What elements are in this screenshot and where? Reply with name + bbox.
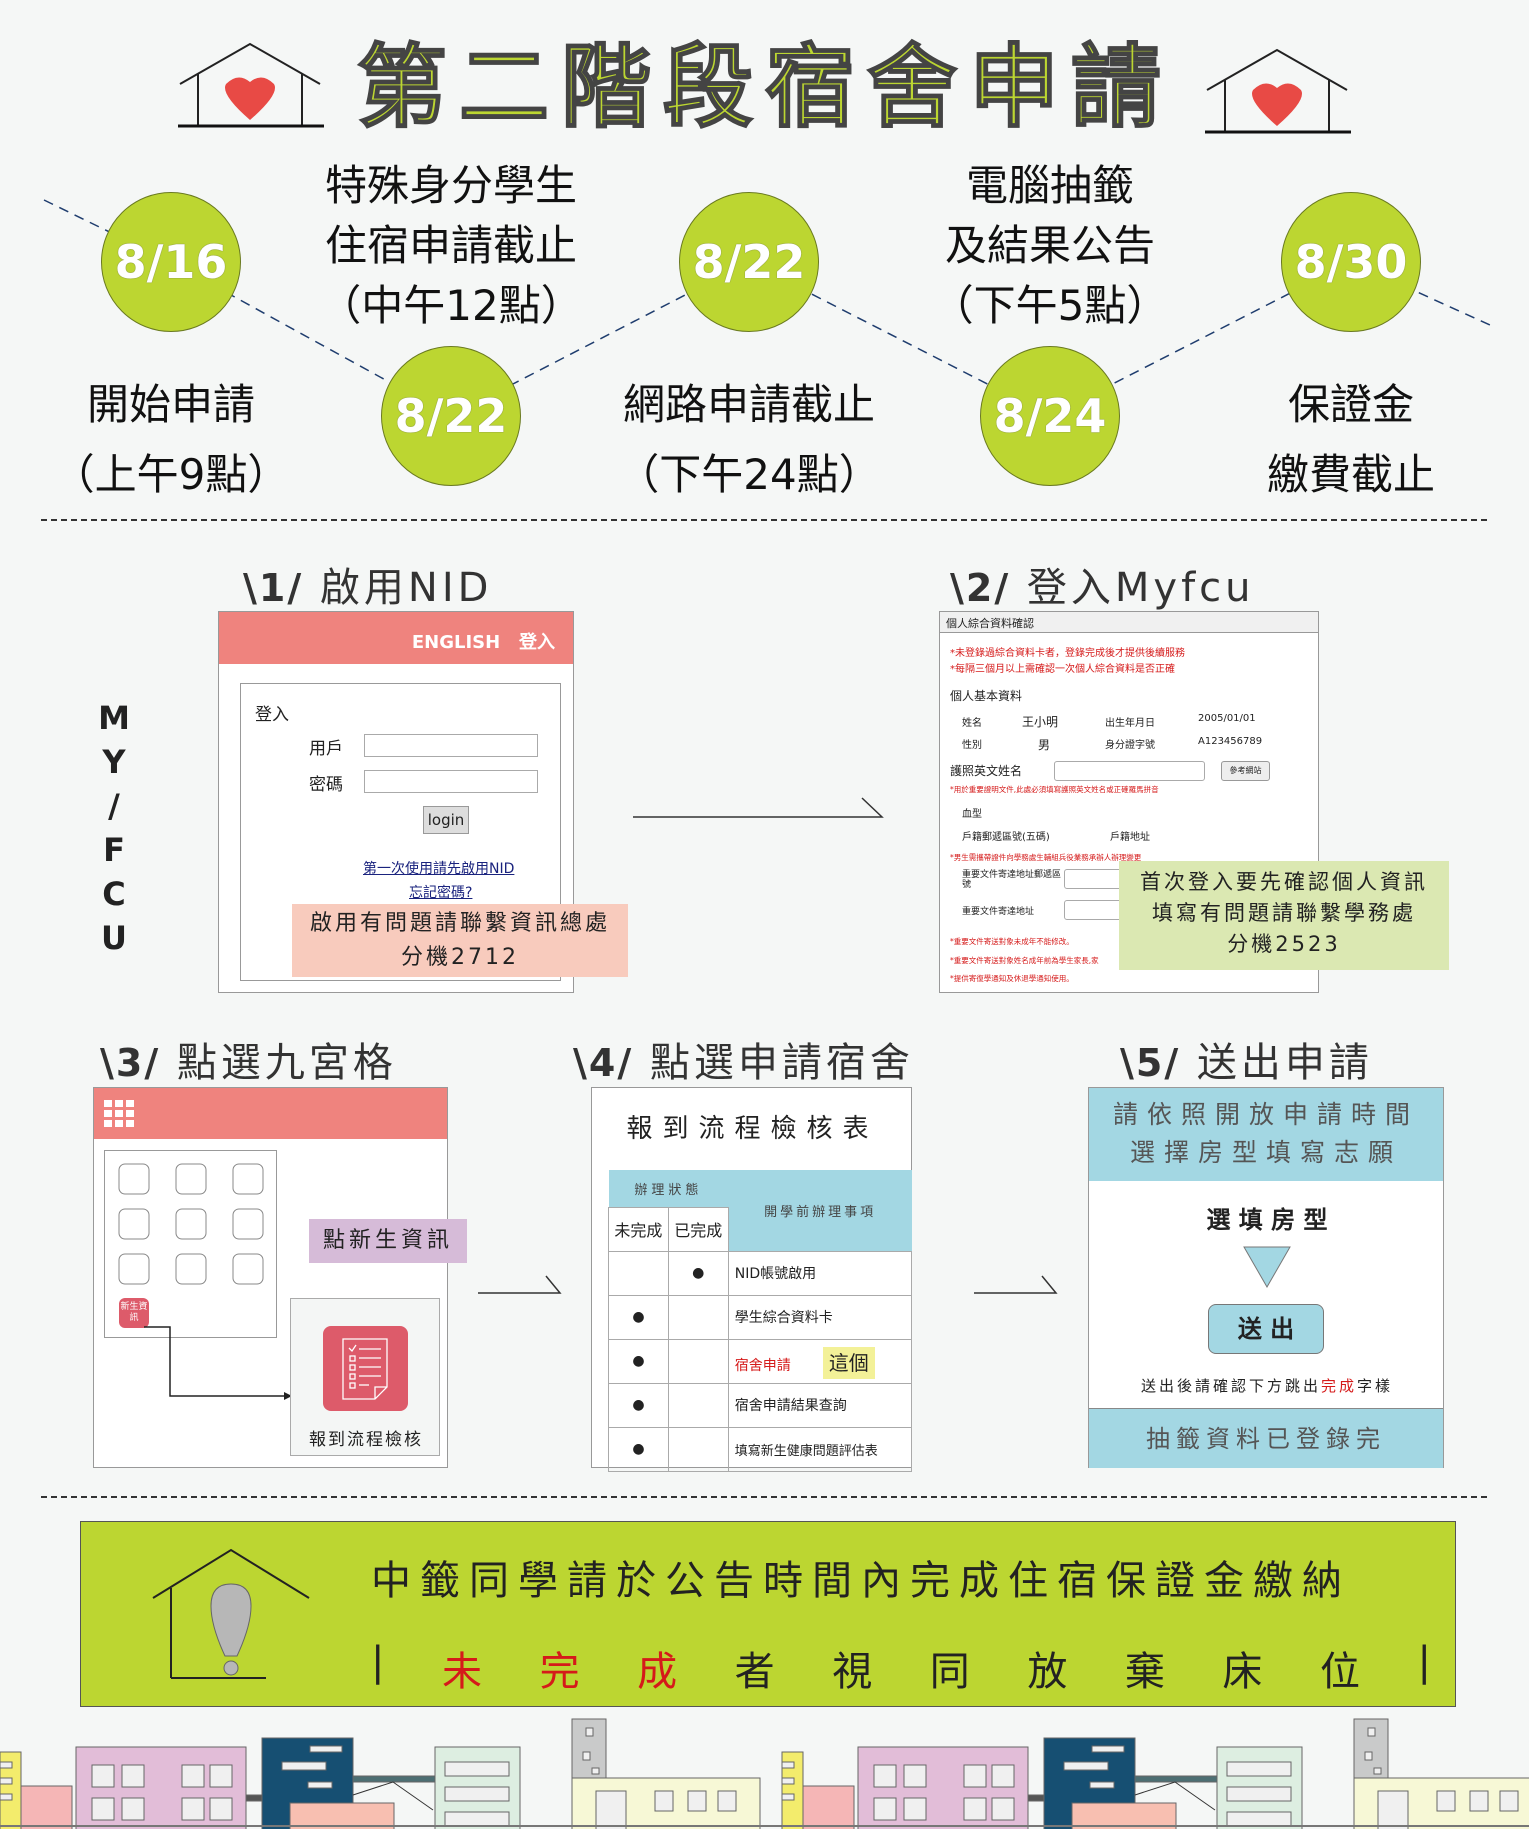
- divider: [41, 1496, 1487, 1498]
- table-row-dorm-application[interactable]: ● 宿舍申請 這個: [608, 1338, 913, 1384]
- timeline-label: 開始申請 （上午9點）: [52, 380, 290, 499]
- id-value: A123456789: [1198, 736, 1263, 747]
- notice-line1: 中籤同學請於公告時間內完成住宿保證金繳納: [371, 1558, 1351, 1604]
- table-row: ● NID帳號啟用: [608, 1250, 913, 1296]
- name-label: 姓名: [962, 718, 982, 729]
- id-label: 身分證字號: [1105, 740, 1155, 751]
- login-button[interactable]: login: [423, 806, 469, 834]
- table-row: ● 填寫新生健康問題評估表: [608, 1426, 913, 1472]
- checklist-icon: [323, 1326, 408, 1411]
- connector-arrow: [144, 1326, 292, 1400]
- divider: [41, 519, 1487, 521]
- checklist-label: 報到流程檢核: [309, 1430, 423, 1450]
- english-link[interactable]: ENGLISH: [411, 632, 501, 653]
- birth-label: 出生年月日: [1105, 718, 1155, 729]
- login-box-title: 登入: [255, 705, 289, 725]
- name-value: 王小明: [1022, 715, 1059, 729]
- deposit-notice-banner: 中籤同學請於公告時間內完成住宿保證金繳納 | 未完成者視同放棄床位 |: [80, 1521, 1456, 1707]
- step1-heading: \1/ 啟用NID: [243, 565, 493, 611]
- step4-heading: \4/ 點選申請宿舍: [573, 1040, 914, 1086]
- arrow-right-icon: [478, 1275, 562, 1294]
- step2-heading: \2/ 登入Myfcu: [950, 565, 1255, 611]
- first-use-link[interactable]: 第一次使用請先啟用NID: [363, 861, 515, 877]
- address-label: 戶籍地址: [1110, 832, 1150, 843]
- timeline-label: 電腦抽籤 及結果公告 （下午5點）: [931, 161, 1169, 330]
- todo-header: 未完成: [608, 1206, 669, 1252]
- completion-message: 抽籤資料已登錄完: [1089, 1408, 1443, 1468]
- instructions-banner: 請依照開放申請時間 選擇房型填寫志願: [1089, 1088, 1443, 1181]
- app-grid-slots: [118, 1163, 264, 1285]
- myfcu-help-callout: 首次登入要先確認個人資訊 填寫有問題請聯繫學務處 分機2523: [1119, 861, 1449, 970]
- mail-address-label: 重要文件寄達地址: [962, 907, 1035, 917]
- date-circle: 8/24: [980, 346, 1120, 486]
- login-link[interactable]: 登入: [519, 632, 555, 653]
- page-title: 第二階段宿舍申請: [356, 35, 1173, 140]
- password-label: 密碼: [309, 775, 343, 795]
- notice-line2: | 未完成者視同放棄床位 |: [371, 1639, 1431, 1695]
- dorm-application-link[interactable]: 宿舍申請: [734, 1357, 791, 1374]
- timeline-label: 網路申請截止 （下午24點）: [617, 380, 881, 499]
- grid-menu-icon[interactable]: [104, 1100, 134, 1128]
- this-one-highlight: 這個: [822, 1346, 875, 1379]
- mail-zip-input[interactable]: [1064, 869, 1124, 889]
- arrow-right-icon: [974, 1275, 1058, 1294]
- step5-heading: \5/ 送出申請: [1120, 1040, 1373, 1086]
- warning-text: *每隔三個月以上需確認一次個人綜合資料是否正確: [950, 664, 1175, 675]
- app-grid-panel: 新生資訊: [93, 1087, 448, 1468]
- section-title: 個人基本資料: [950, 689, 1023, 703]
- nid-help-callout: 啟用有問題請聯繫資訊總處 分機2712: [292, 904, 628, 977]
- house-alert-icon: [152, 1548, 310, 1679]
- step3-heading: \3/ 點選九宮格: [100, 1040, 397, 1086]
- checklist-app[interactable]: 報到流程檢核: [290, 1298, 440, 1456]
- warning-text: *未登錄過綜合資料卡者，登錄完成後才提供後續服務: [950, 648, 1185, 659]
- myfcu-vertical-label: M Y / F C U: [98, 699, 130, 957]
- reference-button[interactable]: 參考網站: [1221, 761, 1270, 781]
- timeline-label: 保證金 繳費截止: [1266, 380, 1435, 499]
- sex-label: 性別: [962, 740, 982, 751]
- note-text: *重要文件寄送對象未成年不能修改。: [950, 937, 1074, 946]
- password-input[interactable]: [364, 770, 538, 793]
- city-skyline-illustration: [0, 1718, 1529, 1829]
- timeline-label: 特殊身分學生 住宿申請截止 （中午12點）: [319, 161, 583, 330]
- mail-address-input[interactable]: [1064, 900, 1124, 920]
- submit-button[interactable]: 送 出: [1208, 1304, 1324, 1354]
- note-text: *男生需攜帶證件向學務處生輔組兵役業務承辦人辦理變更: [950, 853, 1142, 862]
- birth-value: 2005/01/01: [1198, 713, 1256, 724]
- confirm-text: 送出後請確認下方跳出完成字樣: [1140, 1377, 1394, 1395]
- done-header: 已完成: [667, 1206, 729, 1252]
- checklist-table: 辦理狀態開學前辦理事項 未完成 已完成 ● NID帳號啟用 ● 學生綜合資料卡 ● 宿舍…: [608, 1170, 913, 1472]
- app-grid-popup: 新生資訊: [104, 1150, 277, 1338]
- status-header: 辦理狀態: [634, 1182, 703, 1198]
- username-input[interactable]: [364, 734, 538, 757]
- mail-zip-label: 重要文件寄達地址郵遞區號: [962, 870, 1062, 890]
- blood-label: 血型: [962, 809, 982, 820]
- panel-header: 個人綜合資料確認: [940, 612, 1318, 633]
- checklist-title: 報到流程檢核表: [626, 1114, 879, 1144]
- house-heart-icon: [178, 42, 324, 128]
- table-row: ● 宿舍申請結果查詢: [608, 1382, 913, 1428]
- forgot-password-link[interactable]: 忘記密碼?: [409, 885, 473, 901]
- choose-room-label: 選 填 房 型: [1206, 1206, 1328, 1234]
- house-heart-icon: [1205, 48, 1351, 134]
- submit-panel: 請依照開放申請時間 選擇房型填寫志願 選 填 房 型 送 出 送出後請確認下方跳出…: [1088, 1087, 1444, 1468]
- note-text: *用於重要證明文件,此處必須填寫護照英文姓名或正確羅馬拼音: [950, 785, 1159, 794]
- date-circle: 8/16: [101, 192, 241, 332]
- new-student-info-app-icon[interactable]: 新生資訊: [119, 1298, 149, 1328]
- arrow-right-icon: [633, 797, 884, 818]
- date-circle: 8/22: [381, 346, 521, 486]
- item-header: 開學前辦理事項: [764, 1204, 877, 1220]
- user-label: 用戶: [309, 739, 343, 759]
- note-text: *重要文件寄送對象姓名成年前為學生家長,家: [950, 956, 1099, 965]
- passport-name-input[interactable]: [1054, 761, 1205, 781]
- sex-value: 男: [1038, 738, 1051, 752]
- date-circle: 8/30: [1281, 192, 1421, 332]
- down-triangle-icon: [1243, 1246, 1291, 1288]
- date-circle: 8/22: [679, 192, 819, 332]
- zip-label: 戶籍郵遞區號(五碼): [962, 832, 1050, 843]
- passport-label: 護照英文姓名: [950, 764, 1023, 778]
- click-new-student-callout: 點新生資訊: [309, 1219, 467, 1263]
- note-text: *提供寄復學通知及休退學通知使用。: [950, 974, 1074, 983]
- table-row: ● 學生綜合資料卡: [608, 1294, 913, 1340]
